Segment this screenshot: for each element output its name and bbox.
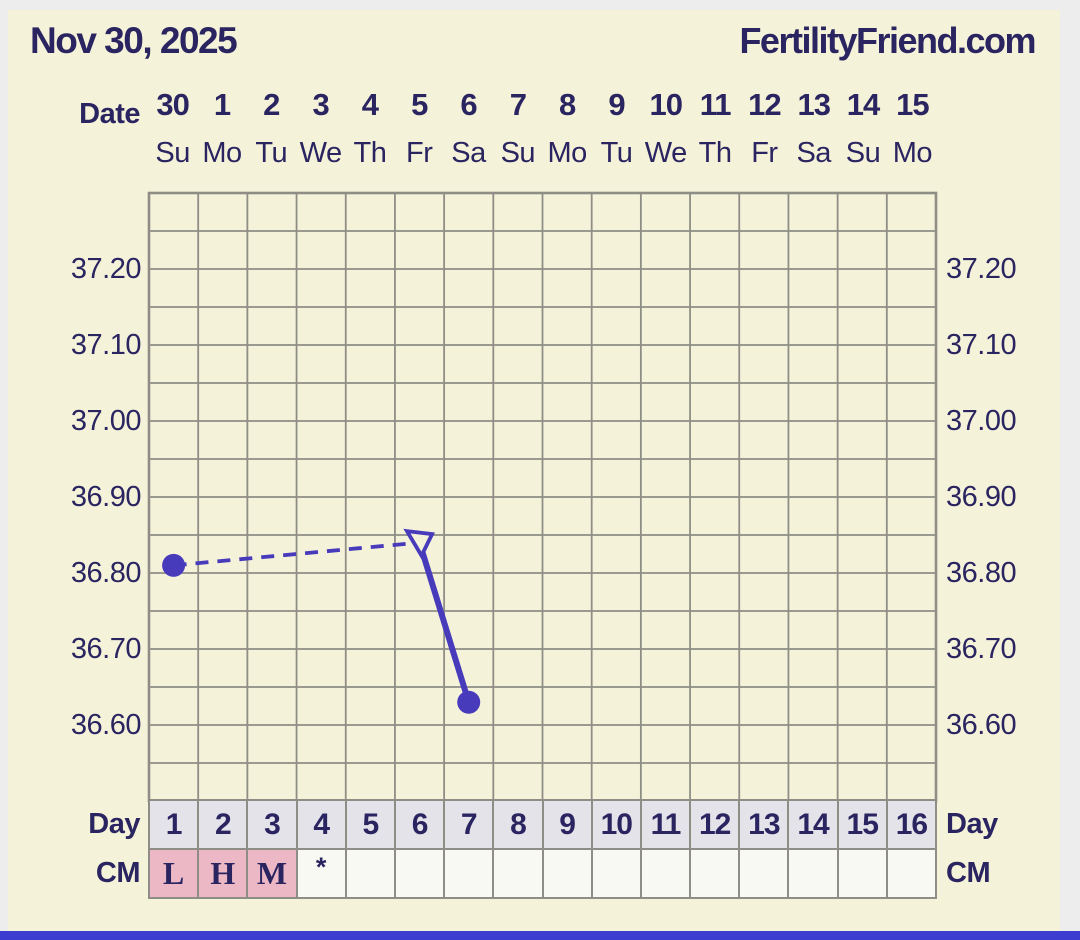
temp-axis-label-right: 36.90 [946,481,1017,513]
date-number: 10 [649,87,683,122]
weekday-label: Su [845,136,881,169]
temp-axis-label-right: 36.70 [946,633,1017,665]
date-number: 5 [411,87,428,122]
date-number: 6 [460,87,477,122]
cm-cell[interactable] [443,850,493,897]
cm-cell[interactable]: L [150,850,198,897]
cm-cell[interactable]: * [295,850,345,897]
cm-cell[interactable] [541,850,591,897]
day-cell[interactable]: 6 [393,801,444,848]
day-cell[interactable]: 1 [150,801,198,848]
weekday-row: Su Mo Tu We Th Fr Sa Su Mo Tu We Th Fr Sa Su Mo [148,132,937,174]
date-number: 11 [699,87,732,122]
weekday-label: Sa [796,136,831,169]
date-number: 7 [509,87,527,122]
day-cell[interactable]: 2 [197,801,247,848]
weekday-label: Th [698,136,732,169]
weekday-label: Tu [255,136,288,169]
day-cell[interactable]: 15 [836,801,886,848]
temp-axis-label-left: 36.80 [70,557,142,589]
chart-date-title: Nov 30, 2025 [30,20,238,61]
cm-row: L H M * [148,848,937,899]
cm-cell[interactable] [492,850,542,897]
day-cell[interactable]: 4 [295,801,345,848]
cm-axis-label-right: CM [946,857,991,889]
cm-value: H [210,855,236,891]
date-number: 2 [263,87,280,122]
cm-cell[interactable] [787,850,837,897]
cm-cell[interactable] [344,850,394,897]
day-axis-label-left: Day [88,808,140,840]
temp-axis-label-right: 36.80 [946,557,1017,589]
day-axis-label-right: Day [946,808,998,840]
day-cell[interactable]: 14 [787,801,837,848]
day-cell[interactable]: 9 [541,801,591,848]
weekday-label: Tu [600,136,633,169]
day-cell[interactable]: 10 [590,801,640,848]
date-number-row: 30 1 2 3 4 5 6 7 8 9 10 11 12 13 14 15 [148,84,937,126]
temp-axis-label-right: 37.00 [946,405,1017,437]
day-cell[interactable]: 8 [492,801,542,848]
cm-cell[interactable] [885,850,935,897]
cm-cell[interactable] [590,850,640,897]
date-axis-label: Date [79,98,140,130]
weekday-label: Mo [547,136,588,169]
site-brand: FertilityFriend.com [739,20,1036,61]
temp-axis-label-right: 36.60 [946,709,1017,741]
cm-cell[interactable] [738,850,788,897]
bottom-accent-bar [0,931,1080,940]
day-cell[interactable]: 16 [885,801,935,848]
date-number: 30 [156,87,189,122]
cm-star-value: * [315,852,327,882]
date-number: 14 [846,87,880,122]
date-number: 15 [896,87,929,122]
cm-cell[interactable]: M [246,850,296,897]
temp-axis-label-right: 37.10 [946,329,1017,361]
weekday-label: Mo [892,136,933,169]
day-row: 1 2 3 4 5 6 7 8 9 10 11 12 13 14 15 16 [148,799,937,850]
temp-axis-label-left: 36.70 [70,633,142,665]
day-cell[interactable]: 7 [443,801,493,848]
temp-axis-label-left: 37.00 [70,405,142,437]
date-number: 1 [213,87,231,122]
date-number: 8 [559,87,576,122]
weekday-label: We [299,136,342,169]
date-number: 4 [361,87,379,122]
date-number: 9 [608,87,625,122]
temp-axis-label-left: 36.60 [70,709,142,741]
day-cell[interactable]: 3 [246,801,296,848]
temp-axis-label-right: 37.20 [946,253,1017,285]
cm-value: L [162,855,185,891]
temp-axis-label-left: 37.10 [70,329,142,361]
temp-axis-label-left: 37.20 [70,253,142,285]
weekday-label: We [644,136,687,169]
date-number: 13 [797,87,830,122]
cm-cell[interactable] [393,850,444,897]
cm-cell[interactable] [689,850,739,897]
day-cell[interactable]: 13 [738,801,788,848]
weekday-label: Su [500,136,536,169]
cm-value: M [256,855,288,891]
weekday-label: Sa [451,136,486,169]
weekday-label: Fr [751,136,778,169]
weekday-label: Fr [406,136,433,169]
temp-axis-label-left: 36.90 [70,481,142,513]
cm-cell[interactable] [639,850,690,897]
weekday-label: Mo [202,136,242,169]
weekday-label: Th [353,136,387,169]
day-cell[interactable]: 5 [344,801,394,848]
day-cell[interactable]: 12 [689,801,739,848]
day-cell[interactable]: 11 [639,801,690,848]
cm-cell[interactable]: H [197,850,247,897]
date-number: 12 [748,87,781,122]
cm-cell[interactable] [836,850,886,897]
cm-axis-label-left: CM [95,857,141,889]
weekday-label: Su [155,136,190,169]
date-number: 3 [312,87,329,122]
